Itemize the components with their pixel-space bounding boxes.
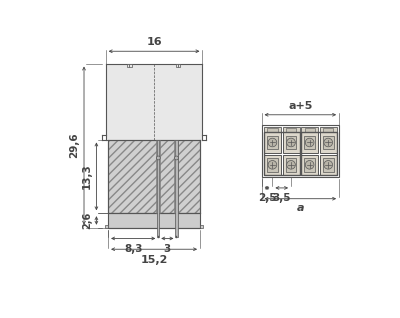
Bar (157, 140, 160, 237)
Circle shape (305, 161, 314, 169)
Bar (130, 64, 132, 67)
Text: 2,6: 2,6 (82, 212, 92, 229)
Circle shape (174, 156, 178, 160)
Bar (264, 133, 281, 153)
Bar (320, 155, 337, 175)
Circle shape (287, 138, 295, 147)
Bar (286, 128, 296, 132)
Bar (108, 213, 200, 228)
Bar (323, 158, 334, 172)
Bar (267, 135, 278, 149)
Bar (200, 225, 203, 228)
Bar (301, 133, 318, 153)
Text: a+5: a+5 (288, 101, 312, 111)
Text: 13,3: 13,3 (82, 163, 92, 189)
Bar (176, 64, 178, 67)
Text: 16: 16 (146, 38, 162, 47)
Bar (282, 127, 300, 133)
Circle shape (287, 161, 295, 169)
Bar (262, 125, 339, 177)
Circle shape (268, 161, 277, 169)
Bar (156, 140, 160, 213)
Bar (105, 225, 108, 228)
Text: 3,5: 3,5 (272, 192, 291, 203)
Bar (264, 133, 300, 175)
Bar (323, 135, 334, 149)
Bar (267, 128, 278, 132)
Text: a: a (296, 203, 304, 213)
Bar (108, 140, 200, 213)
Bar (320, 133, 337, 153)
Bar (301, 133, 337, 175)
Circle shape (305, 138, 314, 147)
Bar (301, 155, 318, 175)
Bar (264, 155, 281, 175)
Text: 29,6: 29,6 (69, 133, 79, 158)
Bar (174, 140, 178, 213)
Bar (304, 135, 315, 149)
Text: 15,2: 15,2 (140, 255, 168, 265)
Text: 2,5: 2,5 (258, 192, 276, 203)
Circle shape (324, 161, 332, 169)
Bar (301, 127, 318, 133)
Text: 8,3: 8,3 (124, 244, 142, 254)
Bar (108, 140, 200, 213)
Bar (175, 140, 178, 237)
Bar (304, 128, 315, 132)
Bar (178, 64, 180, 67)
Bar (304, 158, 315, 172)
Circle shape (268, 138, 277, 147)
Bar (127, 64, 130, 67)
Bar (282, 133, 300, 153)
Bar (264, 127, 281, 133)
Bar (320, 127, 337, 133)
Text: 3: 3 (164, 244, 171, 254)
Circle shape (324, 138, 332, 147)
Bar (106, 64, 202, 140)
Bar (267, 158, 278, 172)
Bar (286, 135, 296, 149)
Bar (323, 128, 333, 132)
Circle shape (156, 156, 160, 160)
Bar (286, 158, 296, 172)
Bar (282, 155, 300, 175)
